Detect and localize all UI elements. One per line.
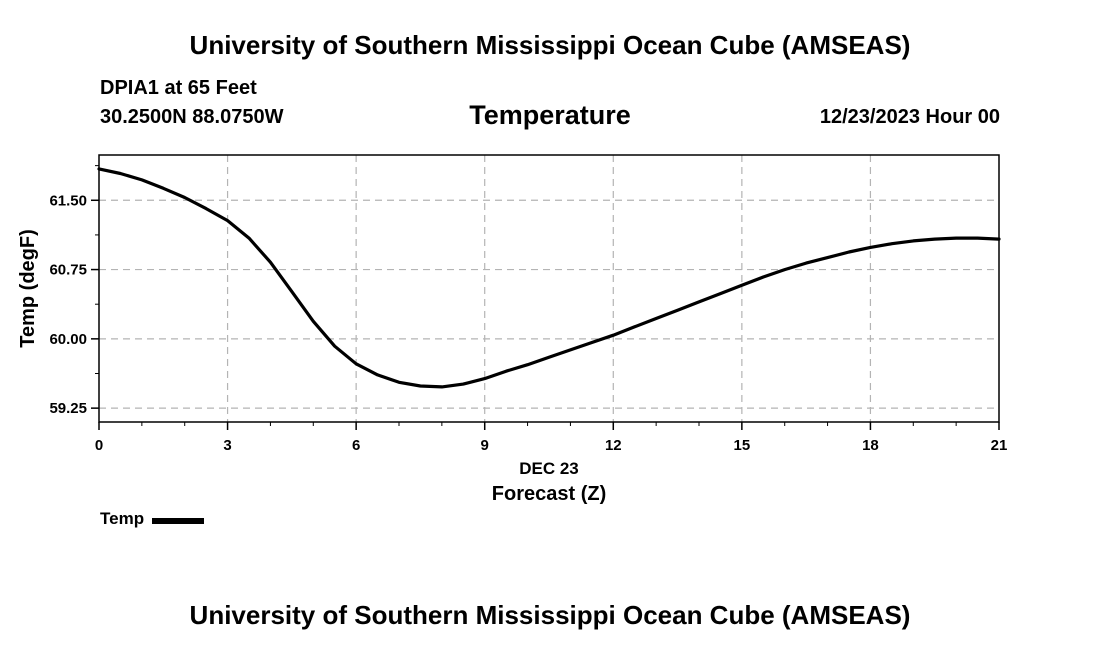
x-tick-label: 3: [223, 437, 231, 454]
x-tick-label: 0: [95, 437, 103, 454]
legend: Temp: [100, 509, 205, 529]
parameter-title: Temperature: [469, 100, 631, 130]
y-axis-title: Temp (degF): [17, 229, 39, 348]
y-tick-label: 59.25: [49, 400, 87, 417]
temp-series-line: [97, 167, 1001, 389]
x-tick-label: 6: [352, 437, 360, 454]
legend-swatch: [152, 517, 205, 524]
x-tick-label: 12: [605, 437, 622, 454]
y-tick-label: 60.00: [49, 331, 87, 348]
x-axis-date-label: DEC 23: [519, 459, 579, 478]
grid-lines: [99, 155, 999, 422]
legend-label: Temp: [100, 509, 145, 528]
footer-title: University of Southern Mississippi Ocean…: [189, 600, 911, 630]
x-tick-label: 15: [734, 437, 751, 454]
chart-main-title: University of Southern Mississippi Ocean…: [189, 30, 911, 60]
x-tick-label: 9: [481, 437, 489, 454]
y-tick-label: 61.50: [49, 192, 87, 209]
x-axis-ticks: 0 3 6 9 12 15 18 21: [95, 422, 1008, 454]
x-axis-title: Forecast (Z): [492, 483, 606, 505]
forecast-datetime: 12/23/2023 Hour 00: [819, 106, 1000, 128]
coordinates-label: 30.2500N 88.0750W: [100, 106, 284, 128]
x-tick-label: 21: [991, 437, 1008, 454]
y-tick-label: 60.75: [49, 262, 87, 279]
x-tick-label: 18: [862, 437, 879, 454]
station-label: DPIA1 at 65 Feet: [100, 77, 257, 99]
series-layer: [97, 167, 1001, 389]
plot-frame: [98, 154, 1000, 423]
y-axis-ticks: 59.25 60.00 60.75 61.50: [49, 165, 99, 417]
